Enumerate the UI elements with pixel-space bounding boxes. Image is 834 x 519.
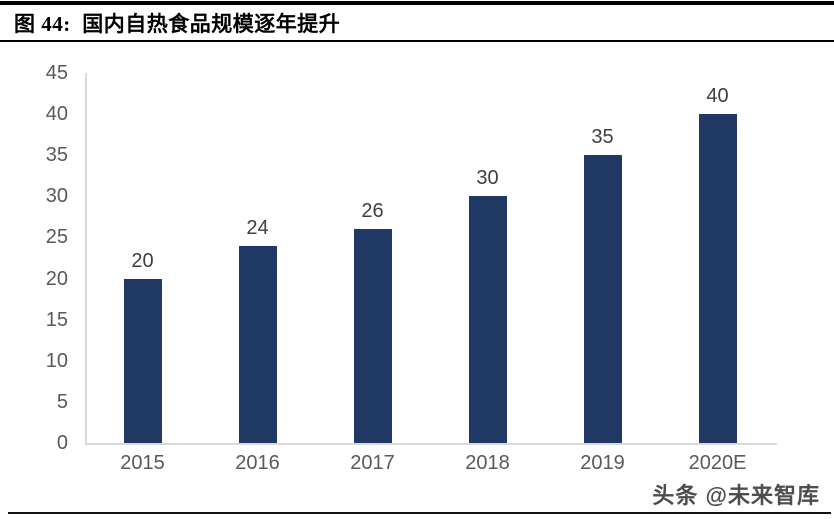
y-axis-tick-label: 30 bbox=[45, 185, 68, 208]
bar-value-label-2018: 30 bbox=[476, 167, 499, 190]
x-axis-label-2016: 2016 bbox=[235, 452, 280, 474]
y-axis-tick-label: 35 bbox=[45, 144, 68, 167]
header-top-rule bbox=[0, 1, 834, 5]
y-axis-tick-label: 5 bbox=[56, 390, 68, 413]
bar-2020E bbox=[698, 114, 737, 443]
bar-value-label-2015: 20 bbox=[131, 249, 154, 272]
bar-2016 bbox=[238, 245, 277, 443]
footer-rule bbox=[8, 512, 831, 514]
y-axis-tick-label: 25 bbox=[45, 226, 68, 249]
bar-2019 bbox=[583, 155, 622, 443]
y-axis-tick-label: 45 bbox=[45, 62, 68, 84]
x-axis-label-2018: 2018 bbox=[465, 452, 510, 474]
y-axis-tick-label: 10 bbox=[45, 349, 68, 372]
y-axis-tick-label: 20 bbox=[45, 267, 68, 290]
bar-2018 bbox=[468, 196, 507, 443]
y-axis-tick-label: 0 bbox=[56, 432, 68, 454]
chart-plot-area bbox=[85, 73, 777, 445]
x-axis-label-2019: 2019 bbox=[580, 452, 625, 474]
x-axis-label-2015: 2015 bbox=[120, 452, 165, 474]
bar-value-label-2017: 26 bbox=[361, 200, 384, 223]
bar-value-label-2019: 35 bbox=[591, 126, 614, 149]
x-axis-label-2020E: 2020E bbox=[688, 452, 747, 474]
x-axis-label-2017: 2017 bbox=[350, 452, 395, 474]
y-axis-tick-label: 40 bbox=[45, 103, 68, 126]
bar-2015 bbox=[123, 278, 162, 443]
chart-title: 图 44: 国内自热食品规模逐年提升 bbox=[14, 12, 341, 36]
watermark-toutiao-weilaizhiku: 头条 @未来智库 bbox=[652, 483, 820, 508]
bar-value-label-2016: 24 bbox=[246, 216, 269, 239]
header-bottom-rule bbox=[0, 40, 834, 42]
bar-2017 bbox=[353, 229, 392, 443]
bar-value-label-2020E: 40 bbox=[706, 85, 729, 108]
y-axis-tick-label: 15 bbox=[45, 308, 68, 331]
